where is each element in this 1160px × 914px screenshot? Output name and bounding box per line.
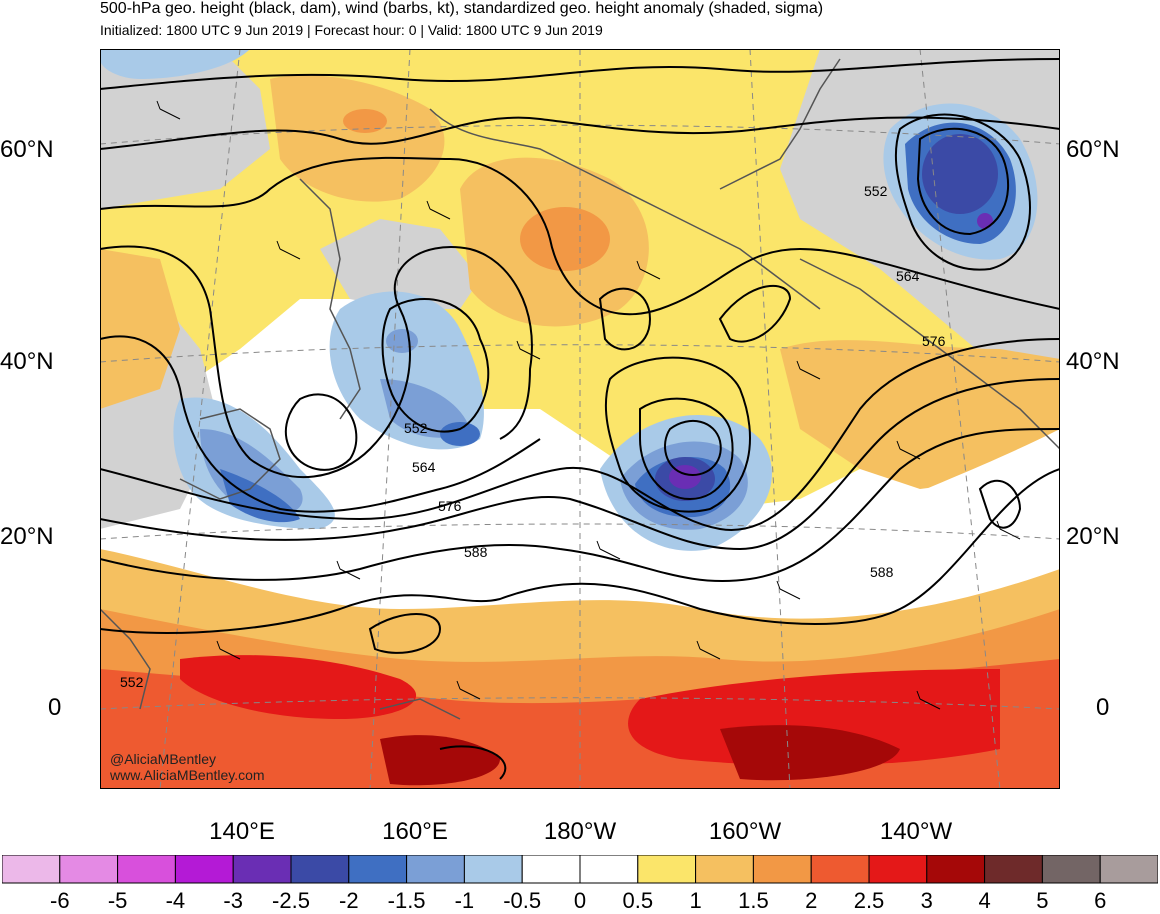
colorbar-label: -4	[165, 888, 186, 913]
lon-label: 140°E	[209, 818, 275, 845]
lat-label-left: 60°N	[0, 136, 54, 163]
colorbar-label: 0	[573, 888, 587, 913]
graticule	[100, 49, 1060, 789]
colorbar-label: -1.5	[387, 888, 426, 913]
colorbar-swatch	[463, 855, 523, 884]
credit-site: www.AliciaMBentley.com	[109, 767, 265, 783]
colorbar-label: -3	[223, 888, 243, 913]
lat-label-left: 20°N	[0, 523, 54, 550]
coastlines	[100, 58, 1060, 720]
colorbar-label: 6	[1094, 888, 1107, 913]
colorbar-label: -2.5	[272, 888, 310, 913]
colorbar-swatch	[926, 855, 986, 884]
map-frame	[100, 49, 1060, 789]
credit-handle: @AliciaMBentley	[110, 751, 216, 767]
contour-label: 588	[870, 564, 894, 580]
lat-label-right: 40°N	[1066, 348, 1120, 375]
colorbar-swatch	[117, 855, 176, 884]
colorbar-swatch	[1099, 855, 1158, 884]
contour-label: 576	[922, 333, 946, 349]
contour-label: 552	[864, 183, 888, 199]
wind-barbs	[156, 100, 1021, 710]
colorbar-swatch	[984, 855, 1043, 884]
contour-label: 552	[120, 674, 144, 690]
colorbar-swatch	[59, 855, 119, 884]
colorbar-label: 3	[920, 888, 933, 913]
lat-label-right: 0	[1096, 694, 1110, 721]
colorbar-swatch	[1041, 855, 1101, 884]
colorbar-swatch	[521, 855, 581, 884]
colorbar-swatch	[2, 855, 61, 884]
anomaly-colorbar	[2, 855, 1158, 884]
credits: @AliciaMBentley www.AliciaMBentley.com	[109, 751, 265, 783]
map-subtitle: Initialized: 1800 UTC 9 Jun 2019 | Forec…	[100, 22, 603, 38]
colorbar-label: 5	[1036, 888, 1049, 913]
colorbar-swatch	[752, 855, 812, 884]
colorbar-swatch	[695, 855, 754, 884]
colorbar-label: -1	[454, 888, 475, 913]
colorbar-swatch	[174, 855, 234, 884]
contour-label: 564	[412, 459, 436, 475]
colorbar-swatch	[868, 855, 928, 884]
colorbar-swatch	[637, 855, 697, 884]
colorbar-label: 2	[805, 888, 818, 913]
map-title: 500-hPa geo. height (black, dam), wind (…	[100, 0, 824, 17]
lon-label: 180°W	[543, 818, 617, 845]
contour-labels: 552 564 576 588 552 564 576 588 552	[120, 183, 946, 690]
colorbar-swatch	[290, 855, 350, 884]
colorbar-label: 1	[689, 888, 702, 913]
contour-label: 564	[896, 268, 920, 284]
colorbar-label: 1.5	[738, 888, 769, 913]
colorbar-label: 0.5	[622, 888, 654, 913]
colorbar-label: -5	[107, 888, 128, 913]
lon-label: 160°E	[382, 818, 448, 845]
colorbar-swatch	[810, 855, 870, 884]
colorbar-swatch	[406, 855, 465, 884]
contour-label: 588	[464, 544, 488, 560]
colorbar-swatch	[579, 855, 639, 884]
lon-label: 160°W	[708, 818, 782, 845]
colorbar-label: -6	[50, 888, 70, 913]
colorbar-label: 4	[978, 888, 991, 913]
colorbar-swatch	[232, 855, 292, 884]
height-contours	[100, 58, 1060, 780]
colorbar-swatch	[348, 855, 408, 884]
colorbar-label: 2.5	[853, 888, 885, 913]
colorbar-label: -2	[339, 888, 359, 913]
lon-label: 140°W	[879, 818, 953, 845]
contour-label: 552	[404, 420, 428, 436]
weather-map: 552 564 576 588 552 564 576 588 552 @Ali…	[100, 49, 1060, 789]
lat-label-left: 0	[48, 694, 62, 721]
colorbar-label: -0.5	[503, 888, 542, 913]
lat-label-right: 20°N	[1066, 523, 1120, 550]
contour-label: 576	[438, 498, 462, 514]
lat-label-left: 40°N	[0, 348, 54, 375]
lat-label-right: 60°N	[1066, 136, 1120, 163]
